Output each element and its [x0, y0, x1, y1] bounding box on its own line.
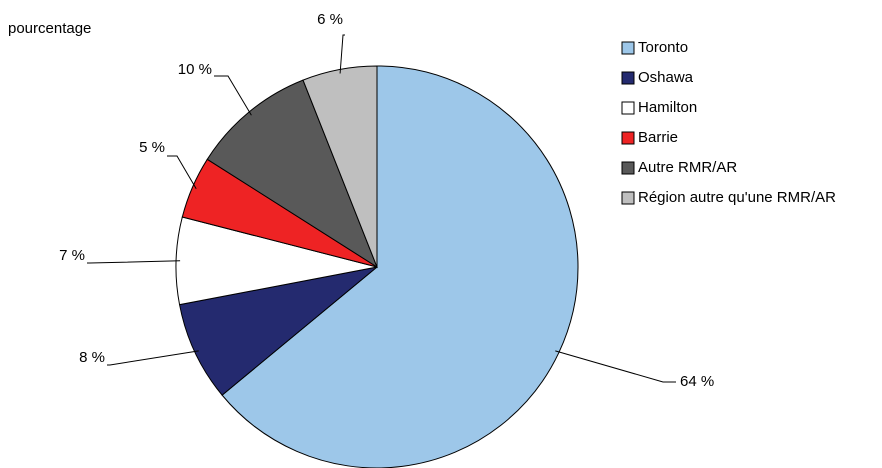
legend-label: Région autre qu'une RMR/AR — [638, 189, 836, 206]
leader-line — [339, 34, 345, 74]
legend-swatch — [621, 101, 635, 115]
legend-swatch — [621, 71, 635, 85]
legend-label: Oshawa — [638, 69, 694, 86]
data-label: 7 % — [59, 247, 85, 264]
leader-line — [555, 350, 676, 383]
legend-label: Toronto — [638, 39, 688, 56]
percentage-labels: 64 % 8 % 7 % 5 % 10 % 6 % — [59, 11, 714, 390]
legend-swatch — [621, 191, 635, 205]
data-label: 8 % — [79, 349, 105, 366]
leader-line — [107, 350, 199, 366]
pie-slice-oshawa — [178, 266, 378, 396]
y-axis-label: pourcentage — [8, 20, 92, 37]
data-label: 64 % — [680, 373, 714, 390]
legend-label: Hamilton — [638, 99, 697, 116]
pie-slice-autre-rmr-ar — [206, 79, 379, 269]
leader-lines — [87, 34, 676, 383]
pie-slice-r-gion-autre-qu-une-rmr-ar — [302, 65, 378, 268]
data-label: 10 % — [178, 61, 212, 78]
leader-line — [87, 260, 181, 264]
legend-swatch — [621, 41, 635, 55]
legend-swatch — [621, 131, 635, 145]
data-label: 5 % — [139, 139, 165, 156]
data-label: 6 % — [317, 11, 343, 28]
legend-swatch — [621, 161, 635, 175]
leader-line — [214, 75, 252, 116]
legend-label: Autre RMR/AR — [638, 159, 737, 176]
legend: Toronto Oshawa Hamilton Barrie Autre RMR/AR R… — [621, 39, 836, 206]
legend-label: Barrie — [638, 129, 678, 146]
pie-slices — [175, 65, 579, 468]
pie-slice-toronto — [221, 65, 579, 468]
leader-line — [167, 155, 197, 190]
